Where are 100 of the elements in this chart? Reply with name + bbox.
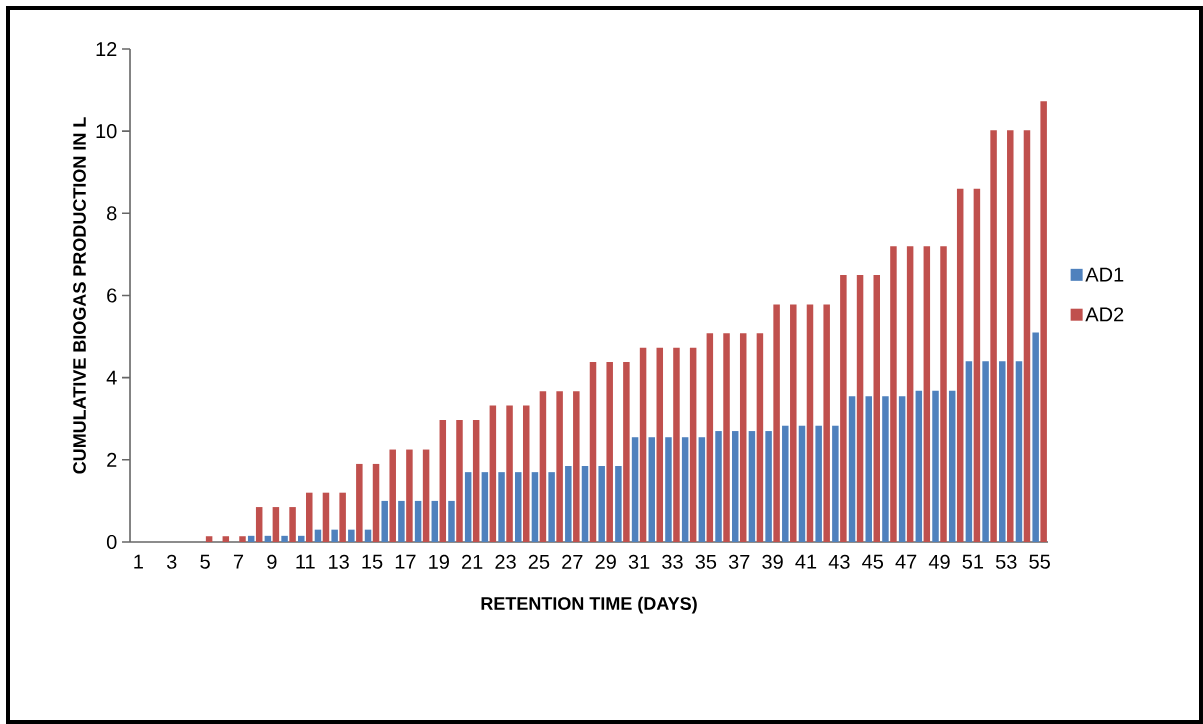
bar [956, 188, 964, 542]
bar [965, 361, 973, 542]
bar [573, 391, 580, 542]
bar [782, 425, 789, 542]
bar [773, 304, 780, 542]
x-tick-label: 45 [862, 554, 884, 569]
bar [923, 246, 931, 542]
bar [531, 472, 539, 542]
bar [873, 274, 880, 542]
bar [932, 390, 939, 542]
x-tick-label: 7 [233, 554, 244, 569]
bar [414, 500, 422, 542]
bar [331, 529, 338, 542]
bar [298, 535, 305, 542]
bar [798, 425, 806, 542]
bar [272, 507, 280, 542]
bar [681, 437, 689, 542]
x-tick-label: 41 [795, 554, 817, 569]
bar [1040, 101, 1047, 542]
x-axis-title: RETENTION TIME (DAYS) [481, 596, 697, 614]
bar [982, 361, 989, 542]
bar [565, 465, 572, 542]
bar [281, 535, 288, 542]
bar [715, 431, 722, 542]
y-tick-label: 10 [96, 124, 117, 139]
bar [264, 535, 272, 542]
x-tick-label: 37 [728, 554, 750, 569]
x-tick-label: 29 [595, 554, 616, 569]
x-tick-label: 43 [828, 554, 850, 569]
bar [255, 507, 263, 542]
legend-label: AD1 [1085, 267, 1124, 282]
bar [464, 472, 472, 542]
bar [422, 449, 430, 542]
y-tick-label: 12 [96, 42, 117, 56]
bar [656, 347, 664, 542]
bar [990, 130, 997, 542]
bar [239, 536, 246, 542]
bar [356, 463, 363, 542]
bar [514, 472, 522, 542]
y-tick-label: 8 [107, 206, 117, 221]
x-tick-label: 3 [166, 554, 177, 569]
bar [481, 472, 489, 542]
bar [247, 535, 255, 542]
x-tick-label: 49 [928, 554, 950, 569]
bar [623, 362, 630, 542]
bar [439, 419, 447, 542]
bar [648, 437, 656, 542]
bar [689, 347, 697, 542]
bar [882, 396, 889, 542]
bar [506, 405, 513, 542]
x-tick-label: 15 [362, 554, 383, 569]
bar [289, 507, 296, 542]
bar [398, 500, 405, 542]
bar [489, 405, 497, 542]
x-tick-label: 25 [528, 554, 550, 569]
bar [790, 304, 797, 542]
y-tick-label: 2 [107, 452, 117, 467]
x-tick-label: 55 [1029, 554, 1050, 569]
bar [848, 396, 856, 542]
bar [973, 188, 981, 542]
x-tick-label: 35 [695, 554, 717, 569]
bar [698, 437, 706, 542]
bar [890, 246, 897, 542]
bar [948, 390, 956, 542]
bar [631, 437, 639, 542]
bar [940, 246, 947, 542]
bar [865, 396, 872, 542]
x-tick-label: 19 [429, 554, 449, 569]
x-tick-label: 5 [200, 554, 210, 569]
bar [456, 419, 463, 542]
bar [823, 304, 830, 542]
x-tick-label: 27 [562, 554, 583, 569]
bar [748, 431, 756, 542]
bar [556, 391, 563, 542]
bar [840, 274, 847, 542]
x-tick-label: 23 [495, 554, 516, 569]
x-tick-label: 17 [395, 554, 416, 569]
bar [915, 390, 923, 542]
bar [1032, 332, 1039, 542]
bar [1015, 361, 1023, 542]
y-tick-label: 6 [107, 288, 117, 303]
x-tick-label: 9 [267, 554, 277, 569]
bar [815, 425, 822, 542]
bar [498, 472, 505, 542]
bar [205, 536, 213, 542]
bar [765, 431, 772, 542]
bar [615, 465, 622, 542]
bar [1007, 130, 1014, 542]
y-tick-label: 0 [106, 534, 117, 550]
y-tick-label: 4 [106, 370, 117, 385]
x-tick-label: 33 [662, 554, 683, 569]
bar [639, 347, 647, 542]
bar [539, 391, 547, 542]
bar [522, 405, 530, 542]
bar [314, 529, 322, 542]
bar [898, 396, 906, 542]
bar [739, 333, 747, 542]
bar [731, 431, 739, 542]
bar [589, 362, 597, 542]
bar [1023, 130, 1031, 542]
